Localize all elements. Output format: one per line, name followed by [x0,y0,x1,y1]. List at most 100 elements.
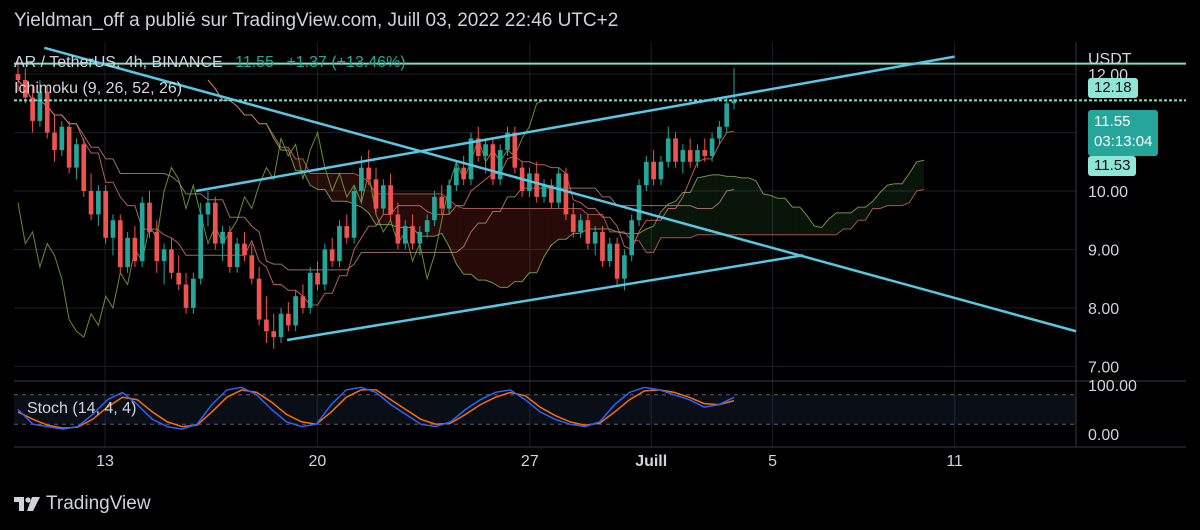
x-tick-0: 13 [96,453,114,470]
cloud-seg-63 [660,204,669,238]
cloud-seg-75 [748,177,756,235]
cloud-seg-90 [858,207,866,221]
stoch-tick-0: 100.00 [1088,378,1137,395]
candle-body-88 [658,161,664,180]
candle-body-31 [242,243,247,256]
tradingview-logo-icon [14,497,40,511]
candle-body-96 [717,126,722,139]
candle-body-68 [512,132,518,168]
candle-body-22 [176,272,182,285]
candle-body-75 [563,173,569,215]
candle-body-56 [424,220,430,232]
candle-body-64 [483,144,488,156]
brand-name: TradingView [46,493,151,514]
cloud-seg-89 [850,207,859,229]
candle-body-35 [271,331,277,338]
candle-body-20 [161,249,167,262]
x-tick-2: 27 [521,453,539,470]
stoch-legend[interactable]: Stoch (14, 4, 4) [27,400,137,417]
candle-body-32 [249,255,255,279]
chart-area[interactable]: USDT 12.00 10.00 9.00 8.00 7.00 100.00 0.00 13 20… [14,42,1186,478]
candle-body-49 [373,179,379,209]
cloud-seg-47 [544,208,552,257]
candle-body-81 [607,243,613,262]
candle-body-26 [205,202,211,215]
candle-body-13 [110,220,116,238]
cloud-seg-88 [843,212,851,229]
cloud-seg-83 [807,215,815,235]
candle-body-42 [322,249,328,285]
cloud-seg-38 [478,208,486,281]
cloud-seg-29 [412,193,420,237]
candle-body-92 [687,150,693,162]
candle-body-67 [505,132,510,151]
y-tick-4: 7.00 [1088,359,1119,376]
candle-body-65 [490,144,496,180]
candle-body-34 [264,319,269,332]
x-tick-1: 20 [309,453,327,470]
drawings[interactable] [14,46,1186,342]
x-tick-5: 11 [946,453,963,470]
candle-body-28 [220,231,225,244]
candle-body-24 [191,278,196,308]
ichimoku-legend[interactable]: Ichimoku (9, 26, 52, 26) [14,80,183,97]
candle-body-45 [344,226,350,238]
cloud-seg-49 [558,208,566,240]
cloud-seg-66 [682,192,691,238]
candle-body-27 [212,202,218,244]
candle-body-82 [614,243,620,279]
candle-body-15 [125,237,130,267]
cloud-seg-86 [828,212,837,235]
cloud-seg-16 [317,173,325,190]
symbol-label: AR / TetherUS, 4h, BINANCE [14,54,223,71]
cloud-seg-37 [470,208,479,281]
candle-body-38 [293,296,298,326]
candle-body-91 [680,150,686,162]
candle-body-39 [300,296,306,308]
candle-body-78 [585,220,591,244]
candle-body-89 [665,138,671,162]
candle-body-71 [534,173,540,197]
candle-body-59 [446,185,452,209]
candle-body-86 [643,161,649,186]
trendline-1 [195,55,955,193]
candle-body-57 [432,196,437,221]
current-price-badge: 11.55 03:13:04 [1088,110,1159,156]
countdown-timer: 03:13:04 [1094,133,1153,150]
trendline-2 [286,254,804,342]
cloud-seg-69 [704,174,713,235]
price-change: +1.37 (+13.46%) [286,54,406,71]
symbol-legend[interactable]: AR / TetherUS, 4h, BINANCE 11.55 +1.37 (… [14,54,406,72]
level-price-badge: 12.18 [1088,78,1138,98]
cloud-seg-28 [405,193,413,228]
candle-body-0 [15,74,21,80]
stoch-k-line [17,386,735,430]
candle-body-52 [395,214,401,244]
cloud-seg-54 [595,214,603,229]
cloud-seg-42 [507,208,515,288]
footer[interactable]: TradingView [14,492,151,516]
candle-body-46 [351,191,357,238]
cloud-seg-60 [639,228,647,253]
cloud-seg-35 [456,205,464,275]
currency-label: USDT [1088,51,1132,68]
y-tick-3: 8.00 [1088,301,1119,318]
candle-body-48 [366,167,372,180]
candle-body-3 [37,91,43,121]
candle-body-66 [497,150,503,180]
candle-body-33 [256,278,262,320]
cloud-seg-39 [485,208,493,284]
cloud-price-badge: 11.53 [1088,156,1137,176]
candle-body-93 [695,150,700,162]
candle-body-29 [227,231,233,267]
cloud-seg-80 [785,198,793,235]
candle-body-6 [59,126,65,151]
candle-body-5 [52,132,57,151]
conversion-line [17,79,735,306]
cloud-seg-76 [755,180,764,235]
candle-body-80 [600,231,605,262]
cloud-seg-17 [324,173,333,202]
candle-body-73 [549,185,554,203]
